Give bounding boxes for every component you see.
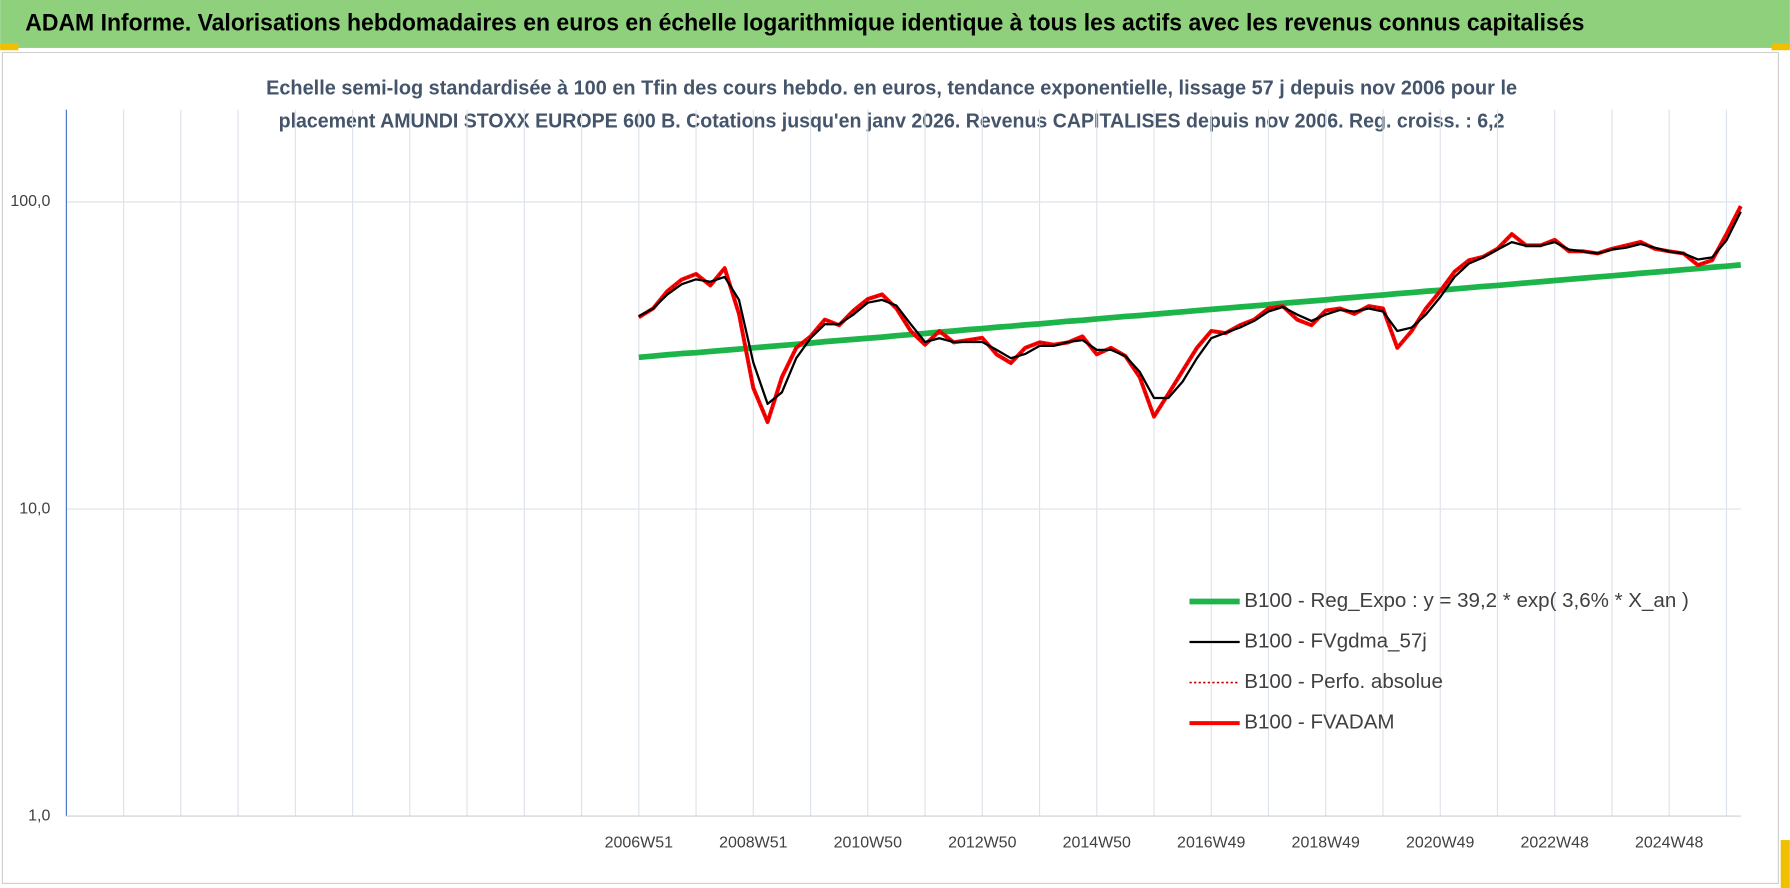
x-tick-label: 2016W49 — [1177, 835, 1245, 852]
legend-label: B100 - Perfo. absolue — [1244, 670, 1443, 693]
chart-title: Echelle semi-log standardisée à 100 en T… — [266, 76, 1517, 99]
series-line — [638, 211, 1742, 406]
legend-label: B100 - Reg_Expo : y = 39,2 * exp( 3,6% *… — [1244, 589, 1689, 612]
plot — [637, 205, 1743, 425]
corner-mark — [0, 43, 19, 51]
corner-mark — [1771, 43, 1790, 51]
x-tick-label: 2012W50 — [948, 835, 1016, 852]
x-tick-label: 2018W49 — [1292, 835, 1360, 852]
header-bar — [0, 0, 1790, 48]
x-tick-label: 2014W50 — [1063, 835, 1131, 852]
chart-frame — [1, 51, 1780, 885]
legend-label: B100 - FVADAM — [1244, 710, 1394, 733]
x-tick-label: 2008W51 — [719, 835, 787, 852]
legend-label: B100 - FVgdma_57j — [1244, 629, 1427, 652]
y-tick-label: 10,0 — [19, 500, 50, 517]
grid: 2006W51 2008W51 2010W50 2012W50 2014W50 2016W… — [10, 109, 1741, 852]
corner-mark — [1780, 840, 1790, 888]
x-tick-label: 2006W51 — [605, 835, 673, 852]
y-tick-label: 1,0 — [28, 807, 50, 824]
chart-title: placement AMUNDI STOXX EUROPE 600 B. Cot… — [279, 110, 1505, 133]
legend: B100 - Reg_Expo : y = 39,2 * exp( 3,6% *… — [1189, 589, 1689, 733]
x-tick-label: 2022W48 — [1521, 835, 1589, 852]
header-title: ADAM Informe. Valorisations hebdomadaire… — [25, 9, 1584, 36]
x-tick-label: 2020W49 — [1406, 835, 1474, 852]
series-line — [638, 262, 1742, 361]
x-tick-label: 2010W50 — [834, 835, 902, 852]
y-tick-label: 100,0 — [10, 193, 50, 210]
series-line — [637, 205, 1743, 425]
x-tick-label: 2024W48 — [1635, 835, 1703, 852]
